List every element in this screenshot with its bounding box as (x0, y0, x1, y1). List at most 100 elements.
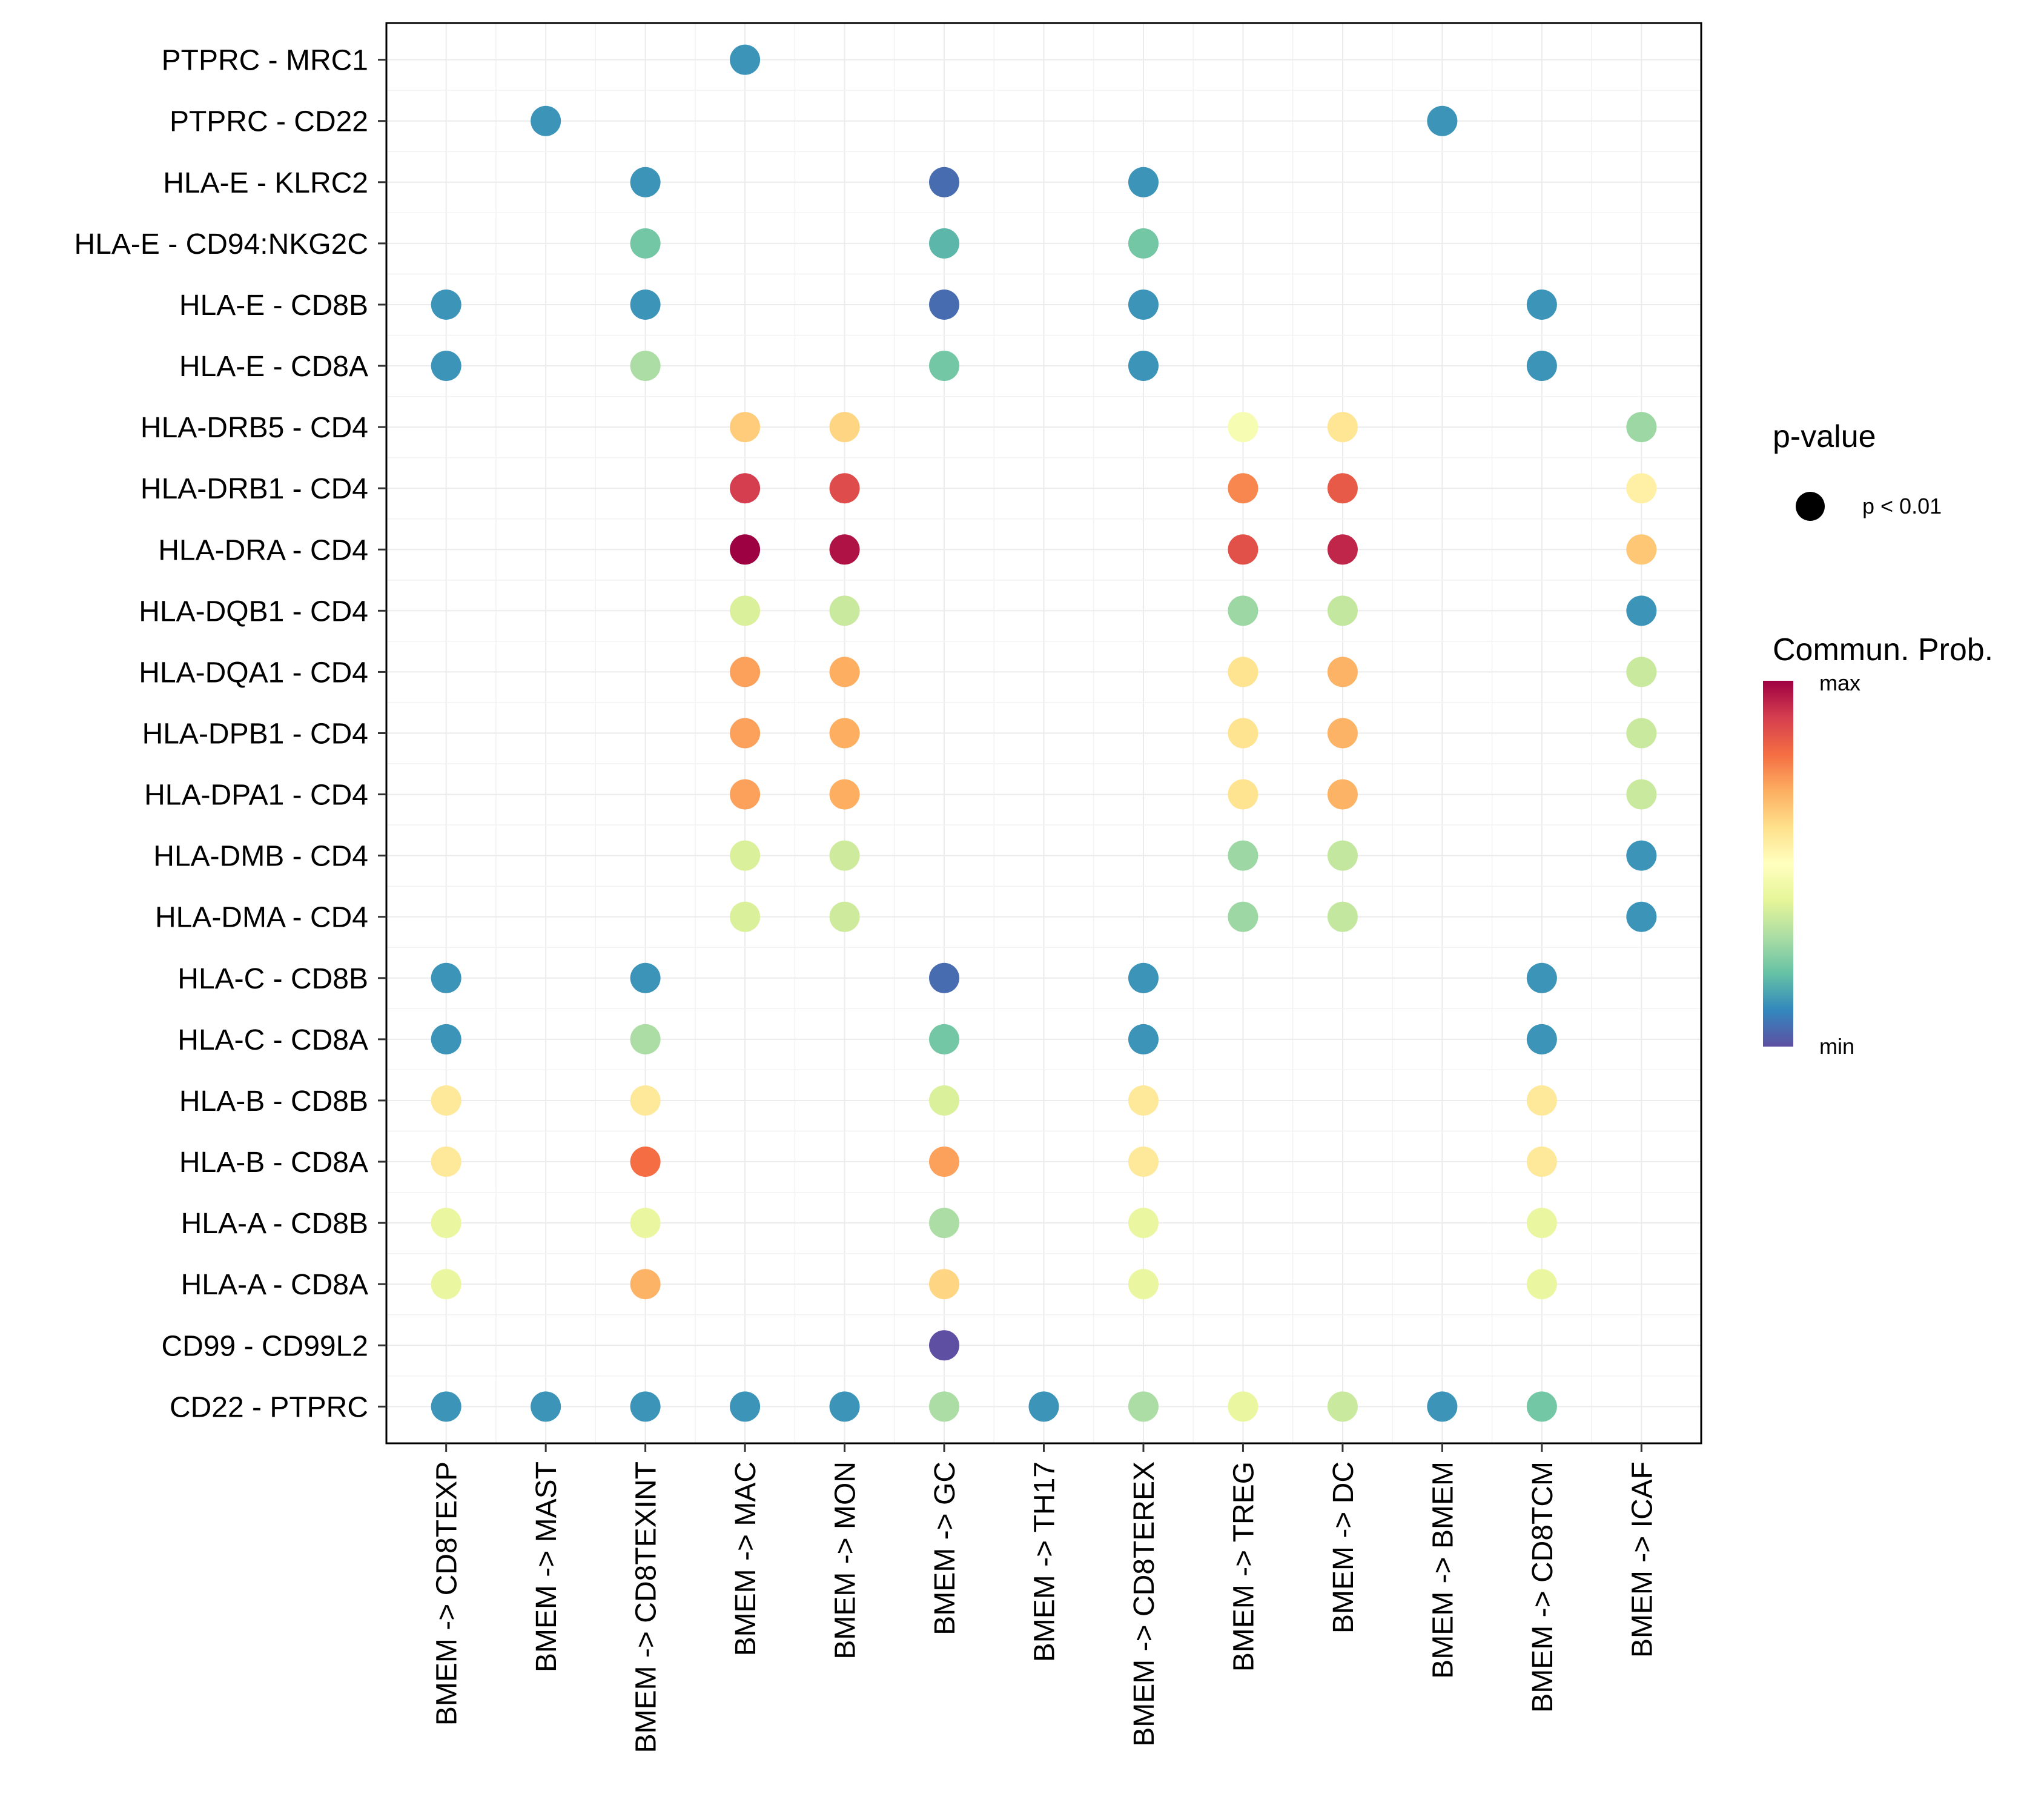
data-point (1128, 228, 1159, 259)
data-point (1128, 1085, 1159, 1116)
data-point (630, 1085, 661, 1116)
y-tick-label: HLA-DQB1 - CD4 (139, 595, 368, 627)
data-point (1228, 473, 1258, 504)
data-point (829, 840, 860, 871)
y-tick-label: HLA-DMA - CD4 (155, 902, 368, 934)
data-point (431, 1024, 461, 1054)
y-tick-label: HLA-E - KLRC2 (163, 167, 368, 199)
data-point (1526, 1208, 1557, 1239)
x-tick-label: BMEM -> DC (1328, 1461, 1360, 1633)
data-point (730, 595, 761, 626)
data-point (929, 962, 960, 993)
y-tick-label: HLA-B - CD8A (179, 1147, 368, 1179)
y-tick-label: PTPRC - CD22 (170, 106, 368, 138)
data-point (730, 657, 761, 687)
data-point (630, 1024, 661, 1054)
y-tick-label: CD99 - CD99L2 (162, 1330, 368, 1362)
data-point (1128, 167, 1159, 197)
legend-color-max-label: max (1819, 670, 1860, 695)
y-axis: PTPRC - MRC1 PTPRC - CD22 HLA-E - KLRC2 HLA… (74, 45, 386, 1423)
data-point (1228, 718, 1258, 749)
data-point (1028, 1391, 1059, 1422)
data-point (730, 44, 761, 75)
data-point (1526, 962, 1557, 993)
data-point (1327, 412, 1358, 443)
data-point (630, 1147, 661, 1177)
data-point (1626, 473, 1657, 504)
y-tick-label: HLA-A - CD8B (181, 1208, 368, 1240)
data-point (929, 228, 960, 259)
y-tick-label: PTPRC - MRC1 (162, 45, 368, 77)
x-tick-label: BMEM -> CD8TEXINT (630, 1461, 663, 1753)
data-point (1626, 412, 1657, 443)
data-point (1327, 595, 1358, 626)
data-point (431, 289, 461, 320)
x-tick-label: BMEM -> BMEM (1427, 1461, 1459, 1679)
data-point (1626, 718, 1657, 749)
data-points (431, 44, 1657, 1422)
x-tick-label: BMEM -> MAC (730, 1461, 762, 1656)
data-point (531, 105, 561, 136)
data-point (829, 1391, 860, 1422)
x-tick-label: BMEM -> TREG (1228, 1461, 1260, 1672)
y-tick-label: HLA-DRA - CD4 (158, 534, 368, 566)
y-tick-label: HLA-E - CD8A (179, 351, 368, 383)
x-tick-label: BMEM -> MAST (531, 1461, 563, 1672)
legend-size-title: p-value (1773, 419, 1876, 454)
y-tick-label: HLA-DPB1 - CD4 (142, 718, 368, 750)
data-point (1626, 840, 1657, 871)
data-point (1626, 901, 1657, 932)
x-tick-label: BMEM -> CD8TCM (1527, 1461, 1559, 1713)
data-point (1228, 840, 1258, 871)
data-point (929, 1208, 960, 1239)
data-point (730, 473, 761, 504)
y-tick-label: HLA-DRB5 - CD4 (141, 412, 368, 444)
legend-colorbar (1763, 681, 1793, 1047)
data-point (1128, 1024, 1159, 1054)
x-tick-label: BMEM -> MON (830, 1461, 862, 1660)
x-tick-label: BMEM -> TH17 (1029, 1461, 1061, 1662)
data-point (1128, 962, 1159, 993)
y-tick-label: HLA-DQA1 - CD4 (139, 657, 368, 689)
data-point (1228, 901, 1258, 932)
data-point (1228, 595, 1258, 626)
data-point (1327, 840, 1358, 871)
data-point (1626, 779, 1657, 810)
data-point (730, 901, 761, 932)
data-point (431, 1391, 461, 1422)
data-point (730, 718, 761, 749)
data-point (829, 595, 860, 626)
data-point (1128, 289, 1159, 320)
data-point (730, 1391, 761, 1422)
legend-size-label: p < 0.01 (1862, 494, 1942, 518)
data-point (1526, 1391, 1557, 1422)
y-tick-label: HLA-DPA1 - CD4 (144, 779, 368, 812)
data-point (1626, 595, 1657, 626)
data-point (929, 289, 960, 320)
data-point (929, 351, 960, 382)
data-point (630, 167, 661, 197)
data-point (929, 1391, 960, 1422)
data-point (630, 962, 661, 993)
data-point (929, 1085, 960, 1116)
y-tick-label: CD22 - PTPRC (170, 1391, 368, 1423)
data-point (1128, 1391, 1159, 1422)
data-point (1526, 289, 1557, 320)
data-point (630, 289, 661, 320)
data-point (730, 412, 761, 443)
data-point (630, 1269, 661, 1300)
legend: p-value p < 0.01 Commun. Prob. max min (1763, 419, 1993, 1059)
legend-size-dot (1796, 492, 1825, 521)
data-point (431, 1269, 461, 1300)
y-tick-label: HLA-C - CD8B (177, 963, 368, 995)
data-point (1128, 1147, 1159, 1177)
data-point (929, 1024, 960, 1054)
data-point (1128, 1269, 1159, 1300)
data-point (431, 1208, 461, 1239)
data-point (929, 1269, 960, 1300)
y-tick-label: HLA-E - CD94:NKG2C (74, 228, 368, 260)
data-point (1128, 1208, 1159, 1239)
data-point (730, 779, 761, 810)
